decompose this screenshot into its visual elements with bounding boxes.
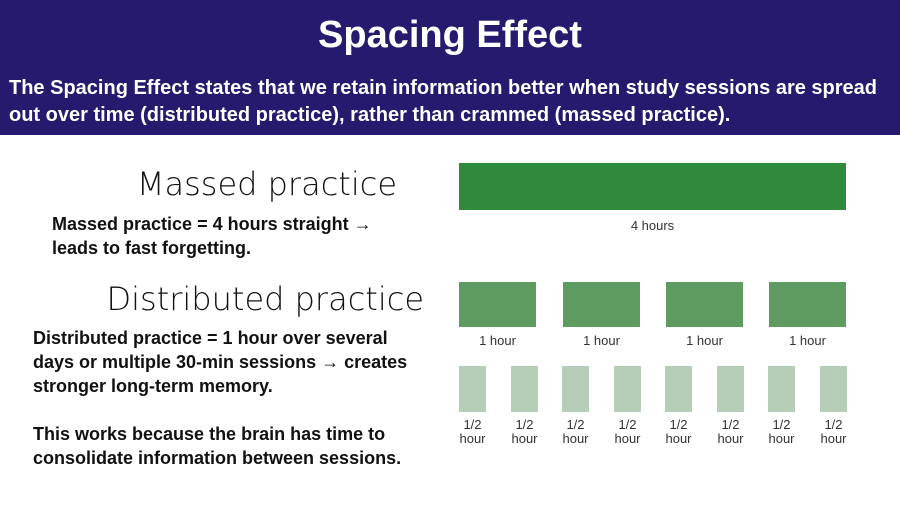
hour-block xyxy=(459,282,536,327)
half-hour-label: 1/2 hour xyxy=(614,417,641,446)
half-hour-label: 1/2 hour xyxy=(768,417,795,446)
half-hour-block xyxy=(665,366,692,412)
hour-label: 1 hour xyxy=(583,333,620,348)
half-hour-label: 1/2 hour xyxy=(665,417,692,446)
hour-block xyxy=(666,282,743,327)
distributed-note: This works because the brain has time to… xyxy=(33,424,402,468)
hour-label: 1 hour xyxy=(479,333,516,348)
massed-text: Massed practice = 4 hours straight → lea… xyxy=(52,214,372,258)
massed-block xyxy=(459,163,846,210)
half-hour-block xyxy=(717,366,744,412)
hour-block xyxy=(769,282,846,327)
half-hour-block xyxy=(614,366,641,412)
half-hour-label: 1/2 hour xyxy=(820,417,847,446)
half-hour-label: 1/2 hour xyxy=(511,417,538,446)
distributed-text: Distributed practice = 1 hour over sever… xyxy=(33,328,408,396)
hour-label: 1 hour xyxy=(686,333,723,348)
massed-heading: Massed practice xyxy=(136,165,397,203)
title: Spacing Effect xyxy=(318,14,582,56)
half-hour-block xyxy=(562,366,589,412)
half-hour-label: 1/2 hour xyxy=(562,417,589,446)
hour-label: 1 hour xyxy=(789,333,826,348)
half-hour-block xyxy=(459,366,486,412)
half-hour-block xyxy=(768,366,795,412)
half-hour-label: 1/2 hour xyxy=(459,417,486,446)
header xyxy=(0,0,900,135)
massed-label: 4 hours xyxy=(630,218,675,233)
half-hour-label: 1/2 hour xyxy=(717,417,744,446)
half-hour-block xyxy=(511,366,538,412)
half-hour-block xyxy=(820,366,847,412)
hour-block xyxy=(563,282,640,327)
distributed-heading: Distributed practice xyxy=(106,280,425,318)
description: The Spacing Effect states that we retain… xyxy=(9,77,877,126)
